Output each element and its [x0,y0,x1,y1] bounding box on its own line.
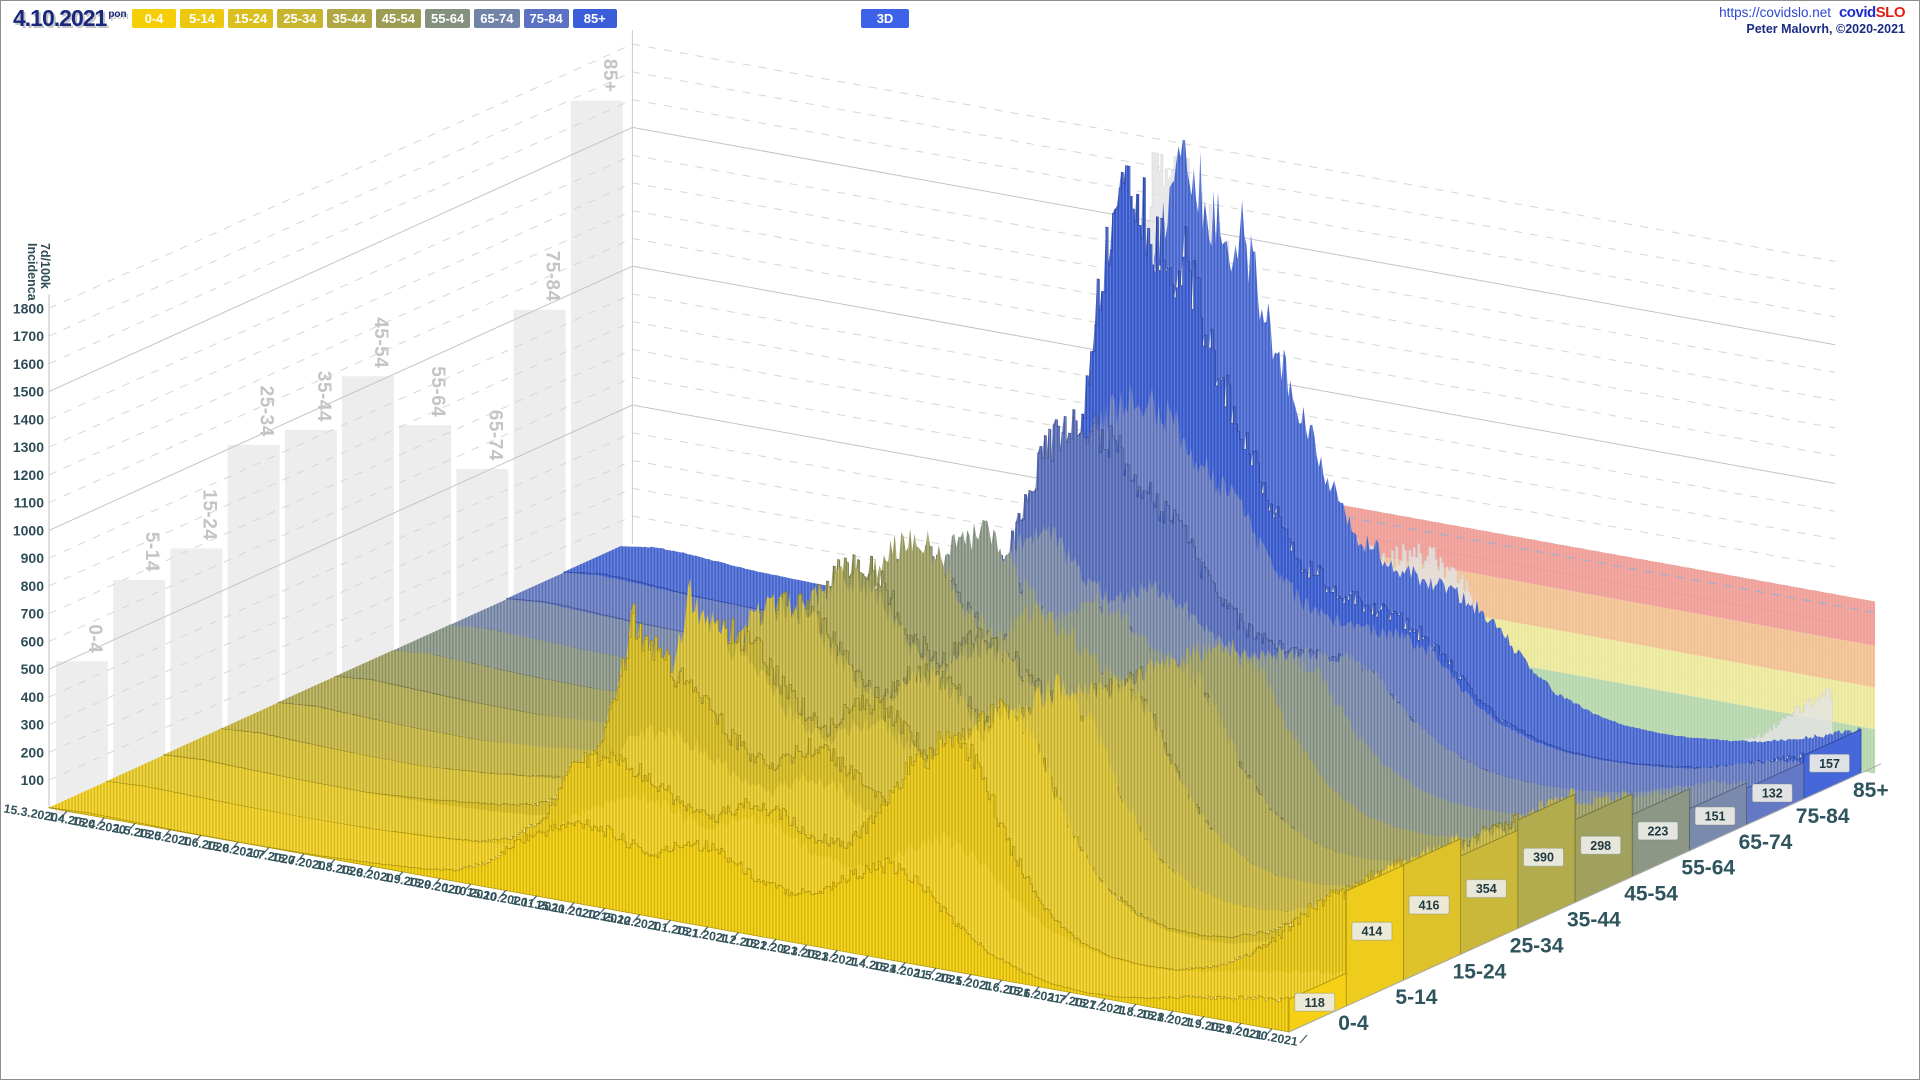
badge-55-64: 223 [1647,824,1668,838]
mode-3d-button[interactable]: 3D [861,9,909,28]
age-button-15-24[interactable]: 15-24 [228,9,274,28]
y-tick-label: 1800 [13,300,44,316]
age-axis-line [1288,763,1882,1033]
y-tick-label: 1300 [13,439,44,455]
age-ridges [48,139,1862,1033]
y-tick-label: 900 [21,550,45,566]
y-tick-label: 100 [21,772,45,788]
age-button-45-54[interactable]: 45-54 [375,9,421,28]
ghost-label: 5-14 [141,532,162,572]
y-tick-label: 1200 [13,467,44,483]
y-tick-label: 400 [21,689,45,705]
age-button-55-64[interactable]: 55-64 [425,9,471,28]
y-tick-label: 700 [21,606,45,622]
weekday-text: pon [108,9,127,21]
ghost-label: 25-34 [256,386,277,437]
badge-45-54: 298 [1590,839,1611,853]
author-credit: Peter Malovrh, ©2020-2021 [1746,22,1905,36]
ghost-label: 75-84 [542,251,563,302]
y-tick-label: 1600 [13,356,44,372]
age-axis-label-45-54: 45-54 [1624,883,1678,906]
logo-covid: covid [1838,4,1876,21]
age-axis-label-35-44: 35-44 [1567,909,1621,932]
date-text: 4.10.2021 [13,5,107,31]
age-button-25-34[interactable]: 25-34 [277,9,323,28]
age-axis-label-55-64: 55-64 [1681,857,1735,880]
badge-75-84: 132 [1762,787,1783,801]
age-axis-label-85+: 85+ [1853,779,1889,802]
ghost-label: 15-24 [198,489,219,540]
badge-35-44: 390 [1533,851,1554,865]
age-buttons: 0-4 5-14 15-24 25-34 35-44 45-54 55-64 65-74 75-… [132,9,617,28]
badge-65-74: 151 [1705,810,1726,824]
badge-85+: 157 [1819,757,1840,771]
age-axis-label-15-24: 15-24 [1453,960,1507,983]
badge-0-4: 118 [1305,996,1325,1010]
y-tick-label: 1700 [13,328,44,344]
site-url-link[interactable]: https://covidslo.net [1719,5,1831,20]
y-tick-label: 300 [21,717,45,733]
badge-15-24: 416 [1419,899,1440,913]
age-axis-label-75-84: 75-84 [1796,805,1850,828]
y-axis: 100 200 300 400 500 600 700 800 900 1000 1100 1200 1… [13,243,52,788]
y-tick-label: 1000 [13,522,44,538]
badge-25-34: 354 [1476,882,1497,896]
header-right: https://covidslo.net covidSLO Peter Malov… [1719,5,1905,37]
y-tick-label: 1500 [13,384,44,400]
y-axis-title: 7d/100kIncidenca [25,243,52,302]
age-button-85+[interactable]: 85+ [572,9,617,28]
y-tick-label: 200 [21,745,45,761]
badge-5-14: 414 [1361,925,1382,939]
logo-slo: SLO [1875,4,1906,21]
age-button-75-84[interactable]: 75-84 [523,9,569,28]
age-button-0-4[interactable]: 0-4 [132,9,176,28]
current-date-label[interactable]: 4.10.2021 pon [13,5,127,32]
ghost-label: 85+ [599,59,620,93]
age-button-65-74[interactable]: 65-74 [474,9,520,28]
y-tick-label: 500 [21,661,45,677]
y-tick-label: 800 [21,578,45,594]
y-tick-label: 600 [21,633,45,649]
y-tick-label: 1400 [13,411,44,427]
ghost-label: 55-64 [427,366,448,417]
ghost-label: 65-74 [484,410,505,461]
y-tick-label: 1100 [14,495,45,511]
age-axis-label-5-14: 5-14 [1395,986,1437,1009]
value-badges: 118 0-4 414 5-14 416 15-24 354 25-34 390 35-44 298… [1294,753,1889,1035]
age-axis-label-0-4: 0-4 [1338,1012,1369,1035]
age-button-5-14[interactable]: 5-14 [180,9,224,28]
ghost-label: 45-54 [370,317,391,368]
age-button-35-44[interactable]: 35-44 [326,9,372,28]
age-axis-label-65-74: 65-74 [1739,831,1793,854]
zone-threshold-line [1235,496,1876,614]
age-axis-label-25-34: 25-34 [1510,934,1564,957]
ghost-label: 35-44 [313,371,334,422]
